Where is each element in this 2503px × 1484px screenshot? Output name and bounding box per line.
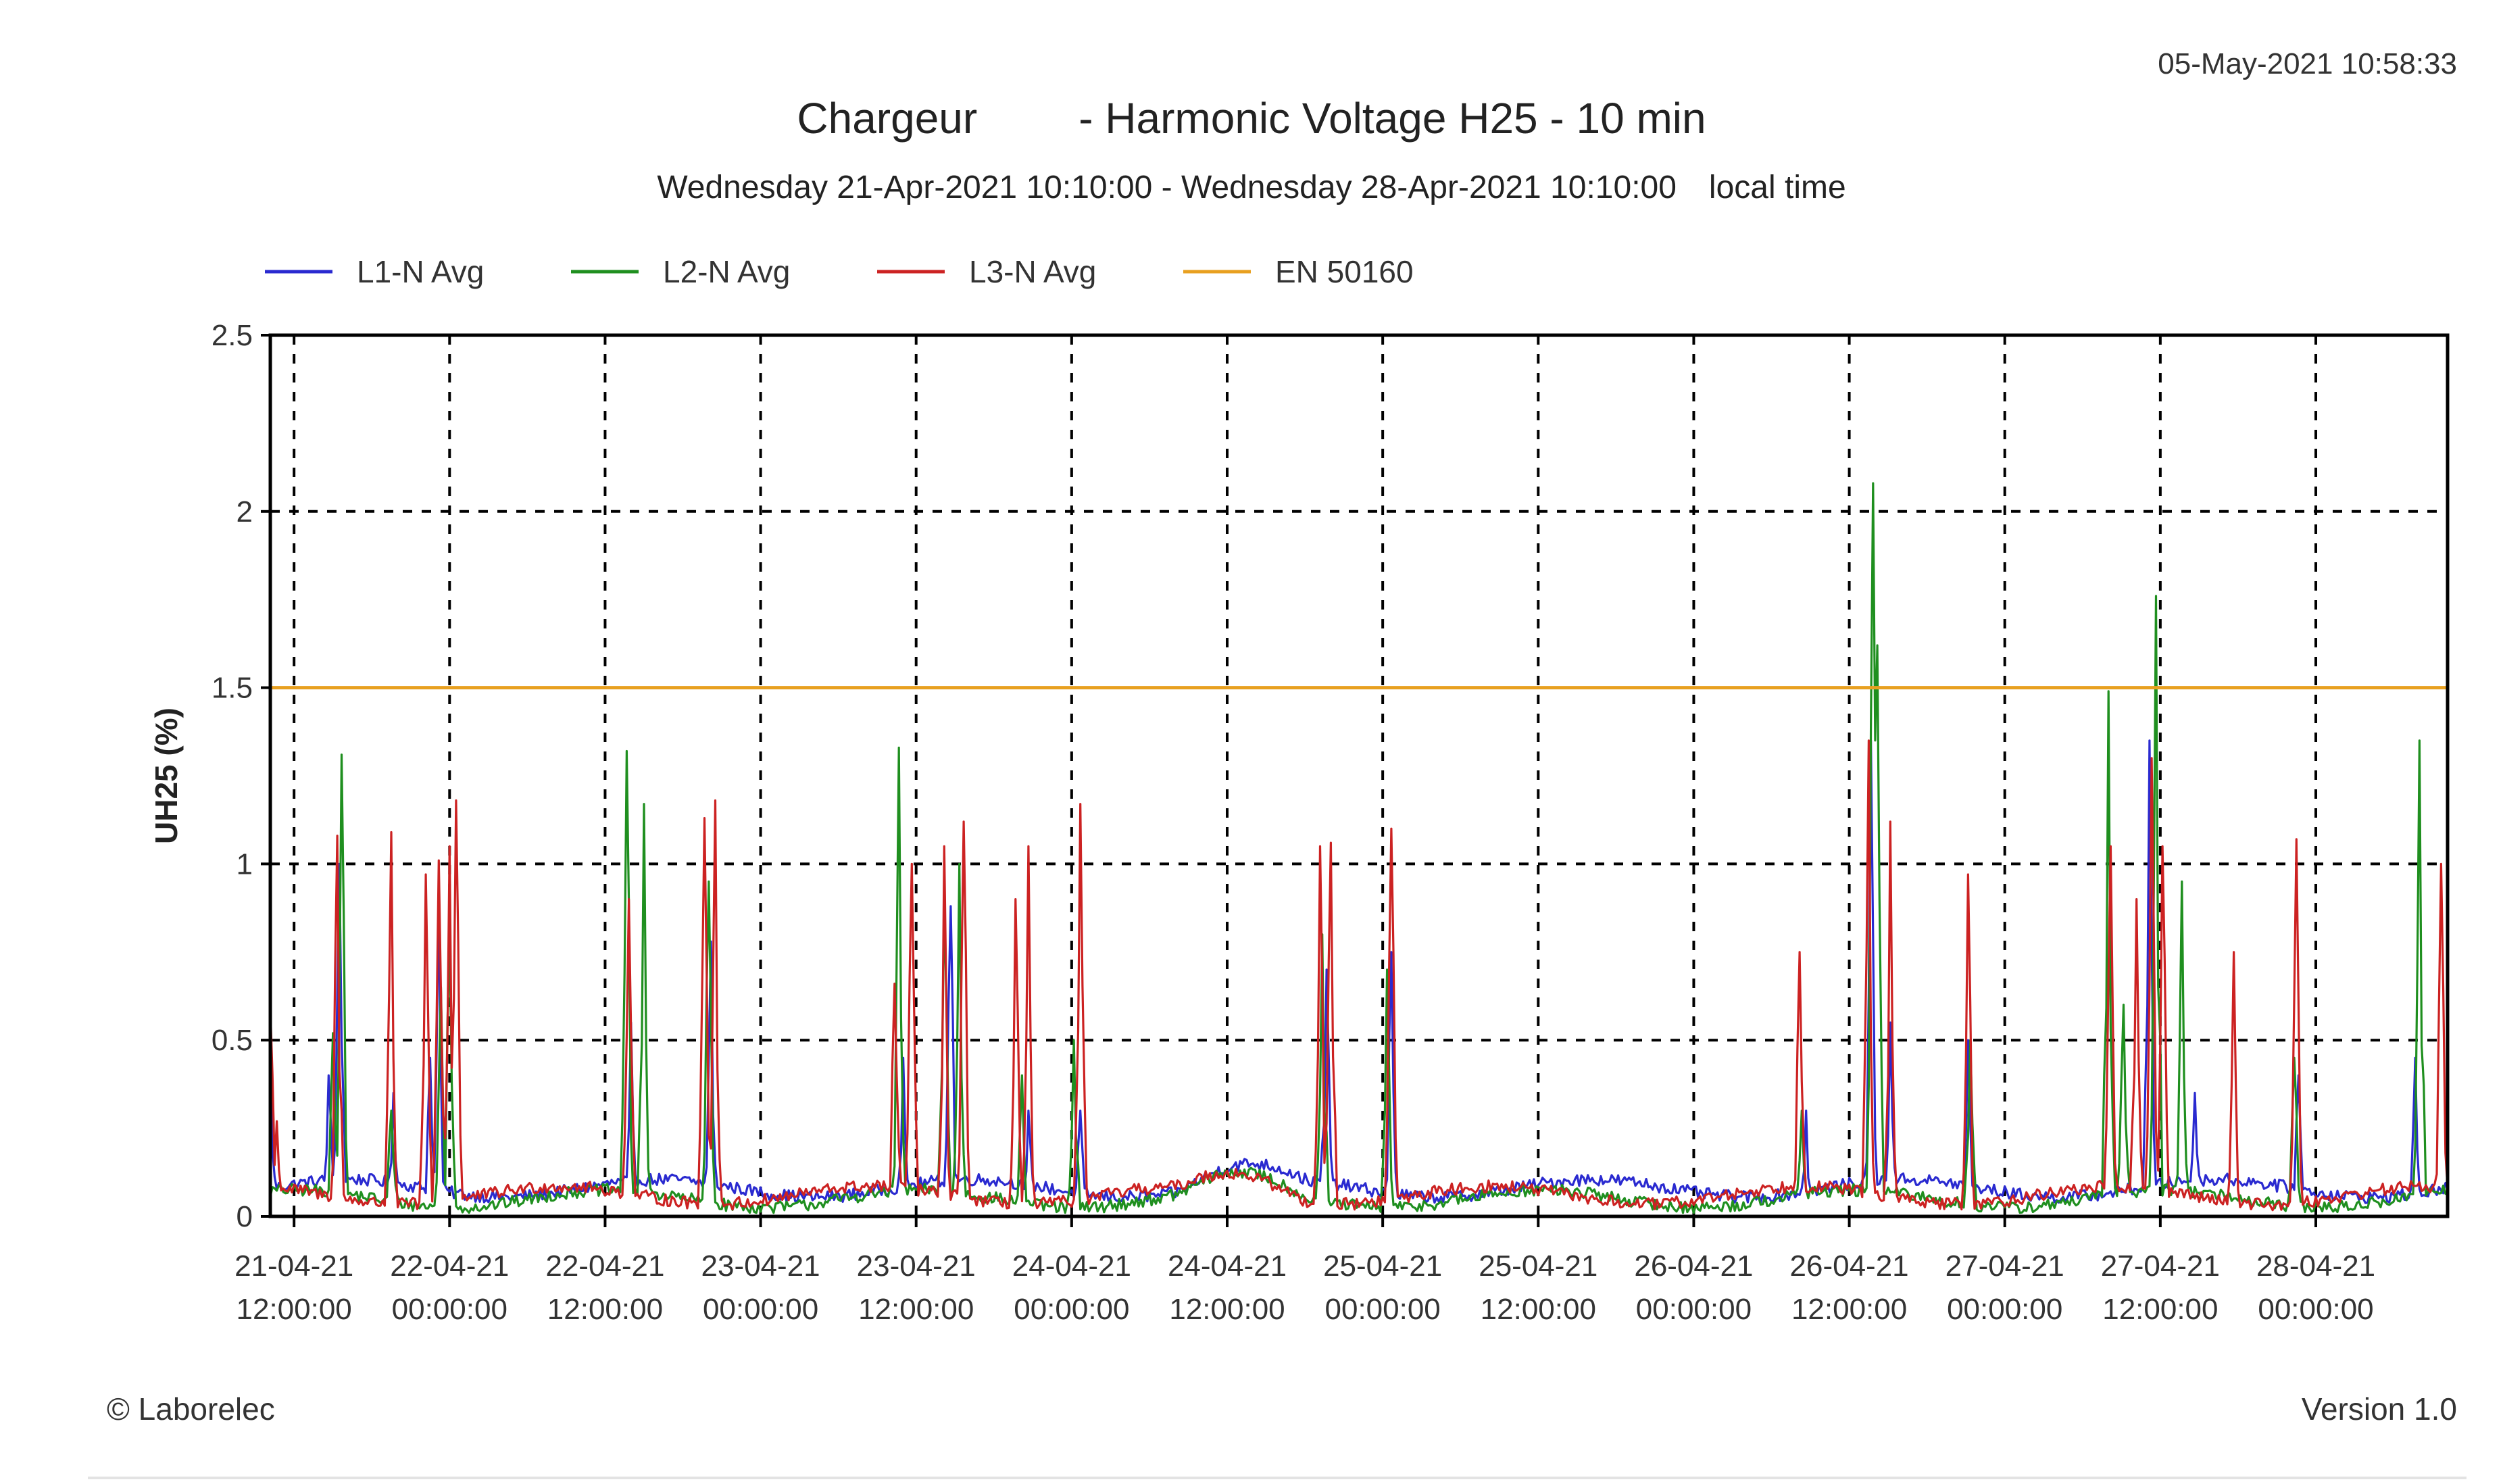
legend-label: EN 50160 [1275, 254, 1414, 289]
x-tick-date: 26-04-21 [1634, 1250, 1753, 1283]
x-tick-date: 22-04-21 [390, 1250, 509, 1283]
y-axis-ticks: 0 0.5 1 1.5 2 2.5 [212, 319, 270, 1233]
y-tick-label: 1 [237, 847, 253, 881]
chart-time-zone: local time [1708, 170, 1846, 205]
x-tick-time: 00:00:00 [1947, 1293, 2062, 1326]
x-tick-date: 23-04-21 [857, 1250, 976, 1283]
legend-item: L3-N Avg [877, 254, 1096, 289]
x-tick-time: 00:00:00 [392, 1293, 507, 1326]
report-timestamp: 05-May-2021 10:58:33 [2158, 47, 2457, 80]
legend-item: L2-N Avg [571, 254, 790, 289]
x-tick-date: 26-04-21 [1790, 1250, 1909, 1283]
x-tick-date: 21-04-21 [234, 1250, 353, 1283]
x-tick-date: 24-04-21 [1012, 1250, 1131, 1283]
x-tick-time: 12:00:00 [1791, 1293, 1907, 1326]
series-line-l2-n-avg [269, 482, 2448, 1214]
x-tick-time: 12:00:00 [1169, 1293, 1285, 1326]
x-tick-date: 27-04-21 [1946, 1250, 2064, 1283]
y-tick-label: 0 [237, 1200, 253, 1233]
bottom-divider [88, 1477, 2467, 1479]
x-tick-date: 25-04-21 [1479, 1250, 1597, 1283]
legend-label: L3-N Avg [969, 254, 1096, 289]
plot-frame [268, 333, 2450, 1218]
y-tick-label: 1.5 [212, 672, 253, 705]
chart-grid [270, 335, 2448, 1216]
x-tick-time: 12:00:00 [1481, 1293, 1596, 1326]
legend-item: L1-N Avg [265, 254, 484, 289]
chart-period: Wednesday 21-Apr-2021 10:10:00 - Wednesd… [657, 170, 1677, 205]
chart-title: Chargeur - Harmonic Voltage H25 - 10 min [0, 93, 2503, 143]
x-tick-time: 12:00:00 [2102, 1293, 2218, 1326]
version-label: Version 1.0 [2301, 1391, 2457, 1427]
series-line-l3-n-avg [269, 739, 2449, 1212]
x-tick-time: 00:00:00 [1014, 1293, 1129, 1326]
y-axis-title: UH25 (%) [149, 708, 184, 844]
legend-label: L1-N Avg [357, 254, 484, 289]
x-tick-time: 00:00:00 [2258, 1293, 2373, 1326]
x-tick-date: 27-04-21 [2101, 1250, 2220, 1283]
y-tick-label: 0.5 [212, 1024, 253, 1057]
x-tick-date: 22-04-21 [545, 1250, 664, 1283]
x-tick-time: 12:00:00 [858, 1293, 974, 1326]
chart-title-measure: - Harmonic Voltage H25 - 10 min [1079, 94, 1706, 143]
x-axis-ticks: 21-04-21 12:00:00 22-04-21 00:00:00 22-04-21… [234, 1216, 2375, 1326]
y-tick-label: 2.5 [212, 319, 253, 352]
x-tick-time: 12:00:00 [237, 1293, 352, 1326]
x-tick-time: 00:00:00 [1636, 1293, 1752, 1326]
x-tick-date: 25-04-21 [1323, 1250, 1442, 1283]
legend-label: L2-N Avg [663, 254, 790, 289]
copyright-label: © Laborelec [107, 1391, 275, 1427]
x-tick-time: 00:00:00 [1325, 1293, 1441, 1326]
x-tick-time: 12:00:00 [547, 1293, 663, 1326]
chart-legend: L1-N Avg L2-N Avg L3-N Avg EN 50160 [265, 254, 1414, 289]
y-tick-label: 2 [237, 495, 253, 528]
x-tick-date: 28-04-21 [2256, 1250, 2375, 1283]
chart-series [269, 482, 2449, 1214]
chart-subtitle: Wednesday 21-Apr-2021 10:10:00 - Wednesd… [0, 169, 2503, 206]
x-tick-date: 23-04-21 [701, 1250, 820, 1283]
x-tick-time: 00:00:00 [703, 1293, 818, 1326]
legend-item: EN 50160 [1183, 254, 1414, 289]
x-tick-date: 24-04-21 [1168, 1250, 1287, 1283]
chart-title-site: Chargeur [797, 94, 978, 143]
